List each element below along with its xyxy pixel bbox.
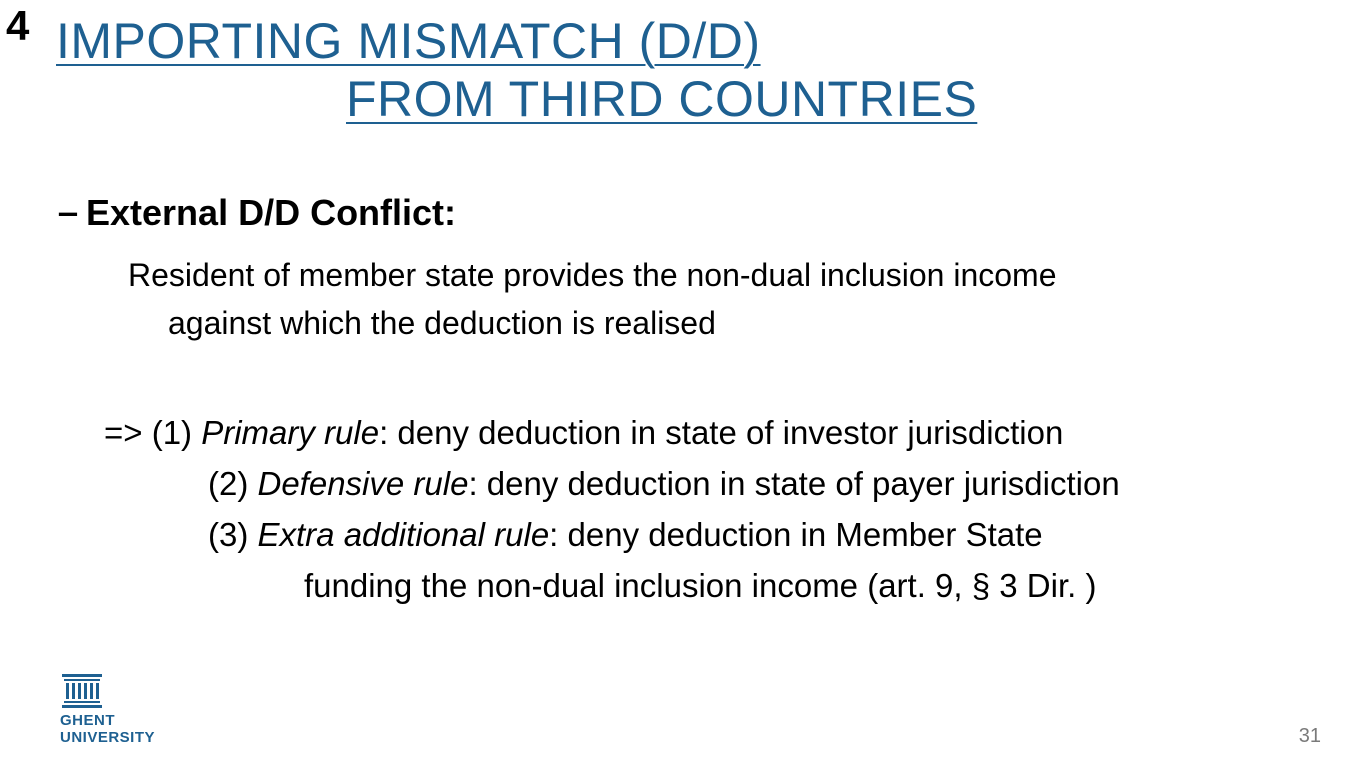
rule-3-lead: (3) [208, 516, 258, 553]
title-line-2: FROM THIRD COUNTRIES [346, 70, 1325, 128]
ghent-university-logo: GHENT UNIVERSITY [60, 674, 155, 747]
logo-building-icon [60, 674, 104, 706]
title-line-1: IMPORTING MISMATCH (D/D) [56, 12, 1325, 70]
rule-1: => (1) Primary rule: deny deduction in s… [104, 407, 1305, 458]
rule-2-label: Defensive rule [258, 465, 469, 502]
logo-text-line-1: GHENT [60, 712, 155, 729]
page-number: 31 [1299, 725, 1321, 748]
rule-2-lead: (2) [208, 465, 258, 502]
rule-3-cont: funding the non-dual inclusion income (a… [304, 560, 1305, 611]
rule-1-lead: => (1) [104, 414, 201, 451]
rule-3: (3) Extra additional rule: deny deductio… [208, 509, 1305, 560]
rule-2-rest: : deny deduction in state of payer juris… [468, 465, 1119, 502]
slide-number-top: 4 [6, 2, 29, 50]
subtext-line-2: against which the deduction is realised [168, 299, 1305, 347]
rule-3-rest: : deny deduction in Member State [549, 516, 1042, 553]
subtext-line-1: Resident of member state provides the no… [128, 251, 1305, 299]
logo-text-line-2: UNIVERSITY [60, 729, 155, 746]
rules-block: => (1) Primary rule: deny deduction in s… [104, 407, 1305, 612]
rule-3-label: Extra additional rule [258, 516, 550, 553]
rule-1-label: Primary rule [201, 414, 379, 451]
bullet-subtext: Resident of member state provides the no… [128, 251, 1305, 347]
slide-title: IMPORTING MISMATCH (D/D) FROM THIRD COUN… [56, 12, 1325, 128]
bullet-row: ̶ External D/D Conflict: [68, 190, 1305, 237]
rule-2: (2) Defensive rule: deny deduction in st… [208, 458, 1305, 509]
bullet-heading: External D/D Conflict: [86, 190, 456, 237]
slide-body: ̶ External D/D Conflict: Resident of mem… [68, 190, 1305, 611]
slide: 4 IMPORTING MISMATCH (D/D) FROM THIRD CO… [0, 0, 1365, 768]
rule-1-rest: : deny deduction in state of investor ju… [379, 414, 1063, 451]
